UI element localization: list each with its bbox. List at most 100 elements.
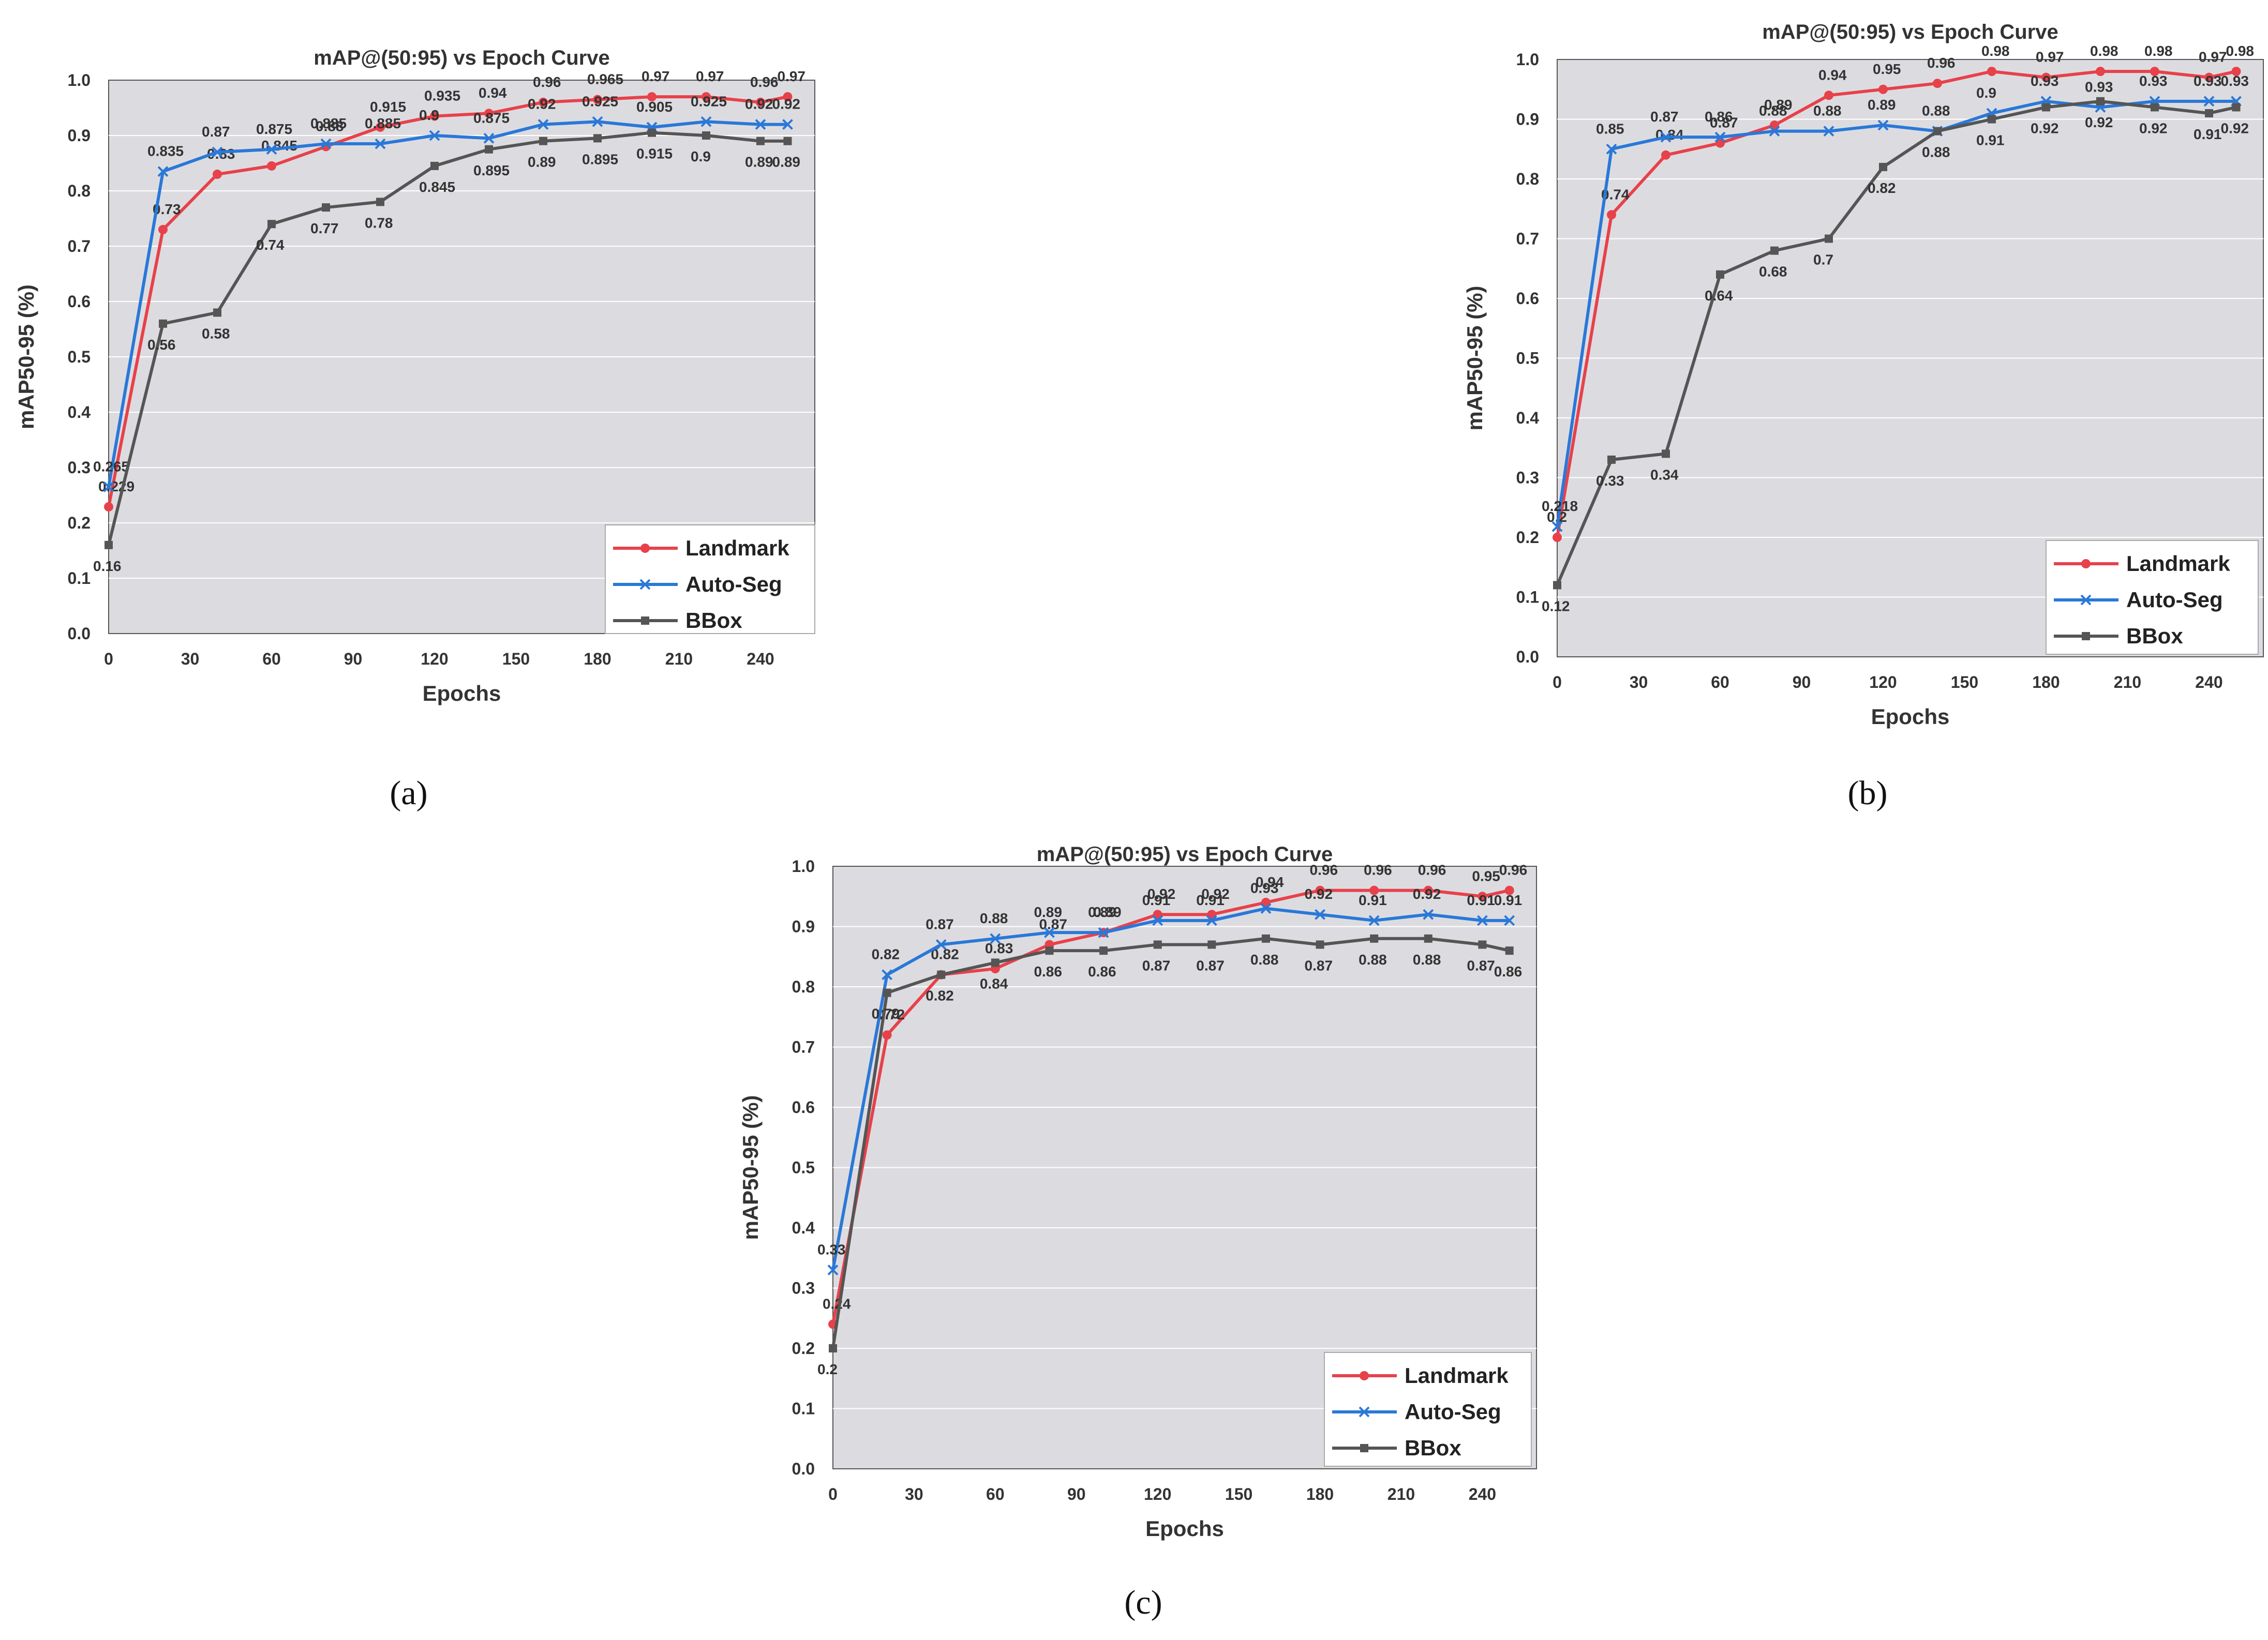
data-label-landmark: 0.89 [1093,904,1122,920]
data-point-landmark [539,97,548,107]
data-label-landmark: 0.24 [823,1296,851,1312]
data-label-landmark: 0.96 [750,74,779,90]
data-label-bbox: 0.7 [1813,252,1833,268]
data-point-bbox [1478,940,1487,949]
data-label-auto-seg: 0.875 [473,110,510,126]
data-label-landmark: 0.97 [778,68,806,84]
data-label-landmark: 0.915 [370,99,406,115]
data-label-bbox: 0.74 [256,237,285,253]
x-tick-label: 0 [828,1485,838,1503]
legend-marker-auto-seg [2080,594,2092,606]
data-point-bbox [159,319,167,328]
y-tick-label: 0.2 [1516,528,1539,547]
data-label-landmark: 0.97 [641,68,670,84]
data-point-landmark [1878,84,1888,94]
data-point-auto-seg [429,130,440,141]
data-label-auto-seg: 0.33 [817,1242,846,1258]
data-point-auto-seg [700,116,712,127]
data-label-auto-seg: 0.885 [365,115,401,131]
data-point-auto-seg [157,166,169,177]
y-axis-title: mAP50-95 (%) [14,284,38,429]
y-tick-label: 1.0 [1516,50,1539,69]
data-label-auto-seg: 0.91 [1467,892,1495,908]
data-point-bbox [1770,246,1779,255]
data-label-auto-seg: 0.885 [310,115,347,131]
data-label-bbox: 0.87 [1142,957,1171,973]
data-label-auto-seg: 0.88 [1922,103,1950,119]
data-label-auto-seg: 0.835 [147,143,184,159]
data-point-landmark [1315,885,1325,895]
data-label-landmark: 0.98 [2090,43,2118,59]
data-point-auto-seg [935,939,947,950]
data-label-landmark: 0.87 [1710,115,1738,131]
data-point-bbox [430,161,439,170]
x-tick-label: 120 [1869,673,1897,691]
data-point-bbox [1505,946,1514,955]
x-axis-title: Epochs [1871,704,1950,729]
data-point-bbox [1045,946,1054,955]
legend-label-auto-seg: Auto-Seg [1405,1400,1501,1424]
data-label-bbox: 0.89 [745,154,773,170]
series-line-auto-seg [1556,99,2236,527]
data-point-landmark [882,1030,892,1040]
x-axis-title: Epochs [423,681,501,705]
y-tick-label: 0.3 [68,458,91,477]
data-label-auto-seg: 0.91 [1196,892,1225,908]
chart-title: mAP@(50:95) vs Epoch Curve [314,47,610,69]
data-point-auto-seg [1504,915,1515,926]
data-point-landmark [1933,79,1942,88]
data-point-landmark [1987,67,1996,77]
y-tick-label: 0.5 [68,348,91,366]
data-label-auto-seg: 0.92 [772,96,801,112]
data-point-auto-seg [882,969,893,981]
data-label-landmark: 0.96 [1927,55,1956,71]
data-point-landmark [783,92,793,102]
y-tick-label: 0.5 [1516,349,1539,368]
data-label-landmark: 0.89 [1764,97,1793,113]
x-tick-label: 150 [1951,673,1978,691]
data-label-bbox: 0.12 [1542,598,1570,614]
data-label-landmark: 0.98 [2226,43,2255,59]
chart-panel-a: 0.0 0.1 0.2 0.3 0.4 0.5 0.6 0.7 0.8 0.9 1.0 0 30 60 90… [14,47,815,812]
x-tick-label: 30 [181,650,200,668]
data-label-auto-seg: 0.92 [1413,886,1441,902]
data-label-landmark: 0.94 [1256,874,1284,890]
y-tick-label: 0.3 [792,1279,815,1298]
data-label-bbox: 0.86 [1088,964,1116,980]
x-tick-label: 240 [747,650,774,668]
y-tick-label: 0.0 [68,624,91,643]
x-tick-label: 180 [2032,673,2060,691]
panel-caption: (c) [1124,1584,1162,1621]
x-tick-label: 120 [421,650,448,668]
data-label-auto-seg: 0.87 [926,916,954,932]
data-point-bbox [1607,455,1616,464]
data-label-bbox: 0.58 [202,325,230,341]
data-point-landmark [756,97,765,107]
data-point-bbox [1370,934,1379,943]
data-point-auto-seg [1769,126,1780,137]
x-tick-label: 0 [104,650,113,668]
x-tick-label: 180 [584,650,611,668]
data-point-bbox [1988,115,1996,124]
data-point-bbox [105,540,113,549]
legend-label-bbox: BBox [1405,1436,1461,1460]
data-point-bbox [937,970,946,979]
legend-marker-bbox [1360,1444,1368,1452]
data-point-bbox [1933,127,1942,136]
data-point-auto-seg [782,119,793,130]
data-label-landmark: 0.95 [1472,868,1500,884]
data-point-landmark [2150,67,2159,77]
data-point-auto-seg [1206,915,1217,926]
x-tick-label: 210 [665,650,693,668]
data-label-landmark: 0.98 [1981,43,2010,59]
data-point-auto-seg [266,144,277,155]
data-label-auto-seg: 0.89 [1868,97,1896,113]
y-tick-label: 0.6 [792,1098,815,1117]
x-tick-label: 120 [1144,1485,1171,1503]
data-point-auto-seg [375,138,386,149]
data-label-auto-seg: 0.93 [2085,79,2113,95]
data-point-auto-seg [483,132,495,144]
data-label-bbox: 0.87 [1196,957,1225,973]
data-point-bbox [702,131,710,140]
y-tick-label: 0.0 [1516,648,1539,666]
